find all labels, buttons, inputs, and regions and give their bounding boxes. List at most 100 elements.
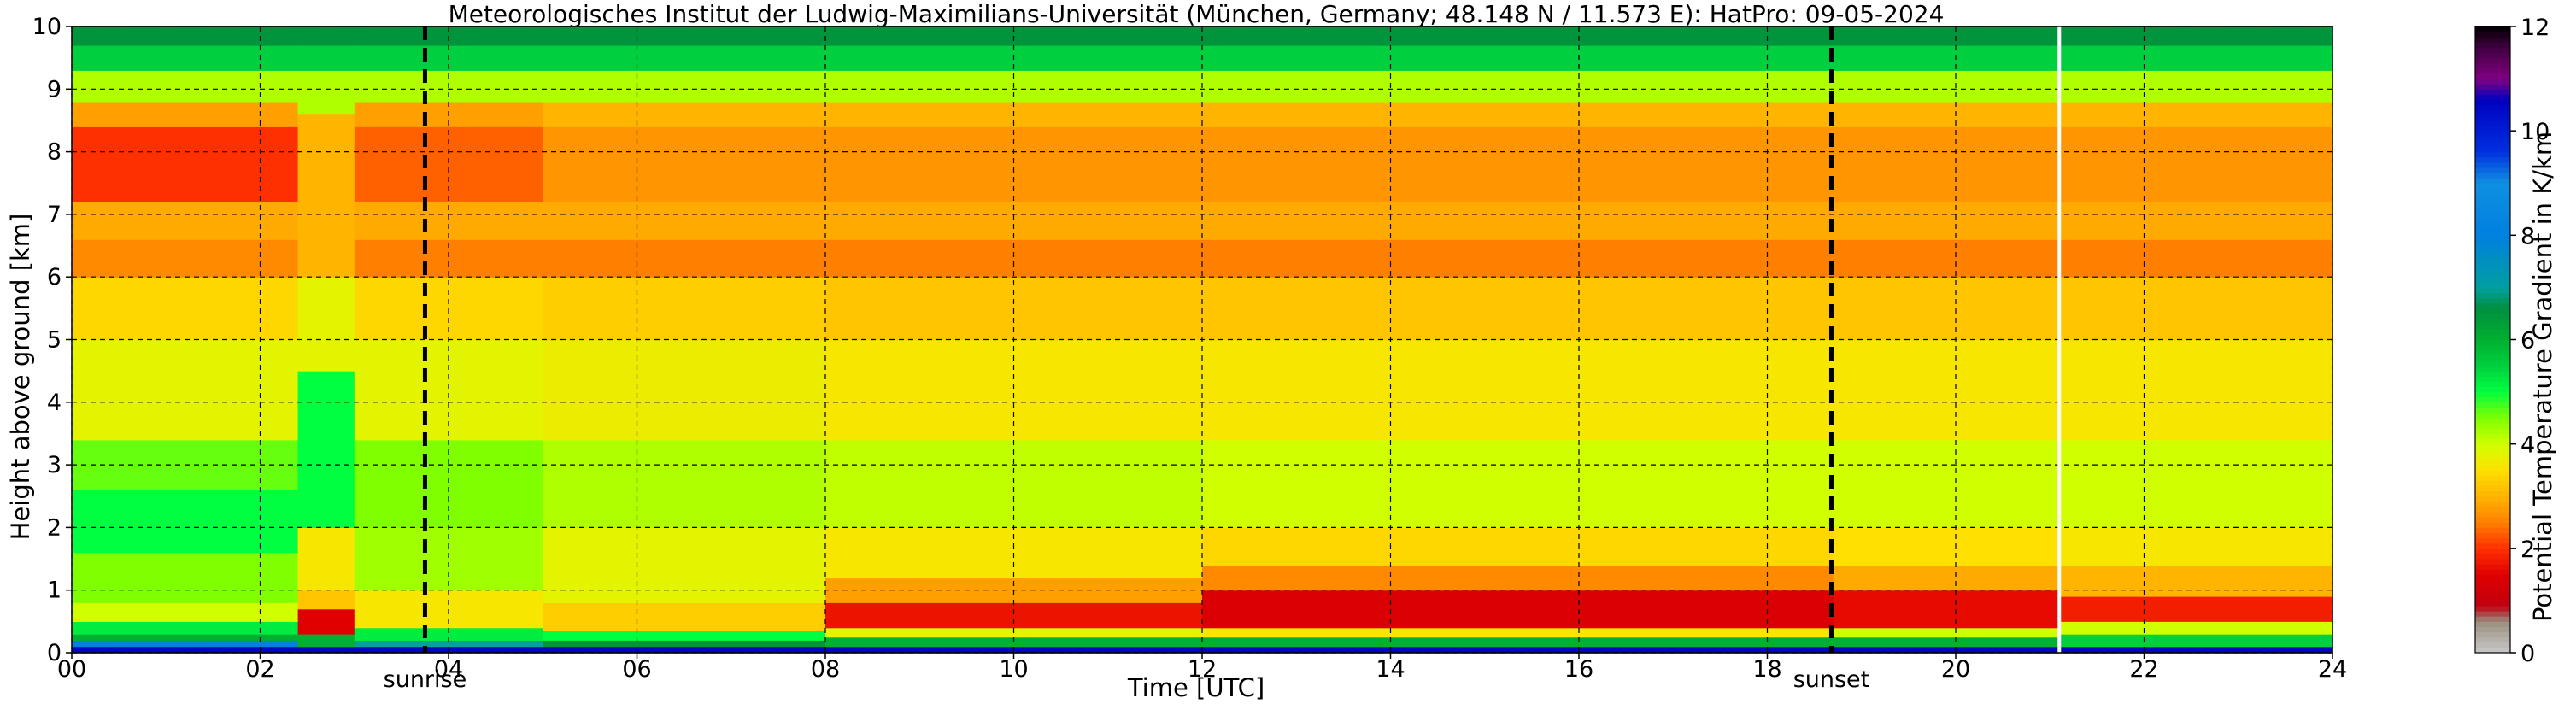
y-tick-label: 1: [47, 578, 62, 604]
colorbar-segment: [2475, 553, 2510, 560]
heatmap-cell: [1833, 646, 2060, 654]
heatmap-cell: [1833, 565, 2060, 591]
colorbar-segment: [2475, 611, 2510, 617]
x-tick-label: 24: [2318, 656, 2347, 683]
heatmap-cell: [72, 202, 299, 240]
heatmap-cell: [1202, 527, 1834, 566]
colorbar-segment: [2475, 428, 2510, 434]
colorbar-segment: [2475, 161, 2510, 168]
colorbar-segment: [2475, 302, 2510, 309]
heatmap-cell: [297, 70, 355, 115]
heatmap-cell: [1202, 277, 1834, 341]
heatmap-cell: [297, 527, 355, 591]
colorbar-segment: [2475, 595, 2510, 601]
heatmap-cell: [1202, 202, 1834, 240]
heatmap-cell: [543, 70, 826, 103]
colorbar-segment: [2475, 443, 2510, 450]
colorbar-segment: [2475, 84, 2510, 90]
colorbar-segment: [2475, 532, 2510, 539]
heatmap-cell: [354, 640, 543, 648]
x-tick-label: 06: [622, 656, 651, 683]
heatmap-cell: [72, 26, 299, 46]
sunset-label: sunset: [1793, 666, 1870, 693]
colorbar-segment: [2475, 99, 2510, 106]
heatmap-cell: [1202, 239, 1834, 278]
y-tick-label: 7: [47, 202, 62, 228]
y-tick-label: 3: [47, 452, 62, 478]
x-axis-ticks: 00 02 04 06 08 10 12 14 16 18 20 22 24: [57, 653, 2347, 683]
colorbar-segment: [2475, 261, 2510, 267]
colorbar-segment: [2475, 203, 2510, 210]
colorbar-title: Potential Temperature Gradient in K/km: [2528, 132, 2557, 622]
colorbar-segment: [2475, 501, 2510, 507]
heatmap-cell: [2059, 26, 2333, 46]
colorbar-segment: [2475, 131, 2510, 137]
colorbar-segment: [2475, 136, 2510, 142]
colorbar-segment: [2475, 52, 2510, 59]
heatmap-cell: [1833, 102, 2060, 127]
colorbar-segment: [2475, 47, 2510, 54]
colorbar-segment: [2475, 626, 2510, 633]
y-tick-label: 2: [47, 514, 62, 541]
heatmap-cell: [1202, 70, 1834, 103]
heatmap-cell: [543, 102, 826, 127]
colorbar-segment: [2475, 391, 2510, 398]
colorbar-segment: [2475, 569, 2510, 575]
heatmap-cell: [1833, 45, 2060, 71]
colorbar-segment: [2475, 151, 2510, 158]
colorbar-segment: [2475, 329, 2510, 335]
heatmap-cell: [1202, 439, 1834, 528]
colorbar-segment: [2475, 120, 2510, 126]
heatmap-cell: [1202, 590, 1834, 629]
colorbar-segment: [2475, 485, 2510, 492]
heatmap-cell: [1833, 439, 2060, 528]
heatmap-cell: [72, 552, 299, 603]
colorbar-segment: [2475, 631, 2510, 638]
colorbar-segment: [2475, 225, 2510, 231]
heatmap-cell: [1833, 70, 2060, 103]
heatmap-cell: [1833, 339, 2060, 441]
heatmap-cell: [543, 26, 826, 46]
heatmap-cell: [1833, 202, 2060, 240]
heatmap-cell: [1833, 527, 2060, 566]
colorbar-tick-label: 8: [2520, 223, 2535, 249]
heatmap-cell: [72, 621, 299, 635]
heatmap-cell: [1202, 26, 1834, 46]
heatmap-cell: [1833, 637, 2060, 648]
colorbar-segment: [2475, 600, 2510, 607]
heatmap-cell: [72, 102, 299, 127]
colorbar-segment: [2475, 67, 2510, 74]
heatmap-cell: [543, 439, 826, 528]
y-tick-label: 6: [47, 264, 62, 290]
heatmap-cell: [72, 339, 299, 441]
colorbar-segment: [2475, 413, 2510, 419]
x-tick-label: 20: [1941, 656, 1970, 683]
heatmap-cell: [2059, 70, 2333, 103]
colorbar-segment: [2475, 637, 2510, 643]
colorbar-segment: [2475, 245, 2510, 252]
colorbar-segment: [2475, 480, 2510, 487]
colorbar-segment: [2475, 167, 2510, 173]
y-tick-label: 4: [47, 390, 62, 416]
colorbar-segment: [2475, 230, 2510, 236]
x-tick-label: 12: [1188, 656, 1217, 683]
heatmap-cell: [72, 239, 299, 278]
colorbar-segment: [2475, 564, 2510, 570]
colorbar-segment: [2475, 339, 2510, 346]
heatmap-cell: [297, 114, 355, 278]
colorbar-segment: [2475, 527, 2510, 534]
x-tick-label: 10: [999, 656, 1028, 683]
heatmap-cell: [72, 646, 299, 654]
colorbar-segment: [2475, 156, 2510, 163]
colorbar-segment: [2475, 214, 2510, 220]
colorbar-segment: [2475, 418, 2510, 424]
colorbar-segment: [2475, 344, 2510, 351]
colorbar-segment: [2475, 396, 2510, 403]
heatmap-cell: [297, 590, 355, 610]
heatmap-cell: [543, 640, 826, 648]
colorbar-tick-label: 12: [2520, 15, 2550, 41]
colorbar-segment: [2475, 146, 2510, 153]
colorbar-segment: [2475, 334, 2510, 340]
colorbar-ticks: 0 2 4 6 8 10 12: [2510, 15, 2550, 667]
colorbar-segment: [2475, 26, 2510, 32]
